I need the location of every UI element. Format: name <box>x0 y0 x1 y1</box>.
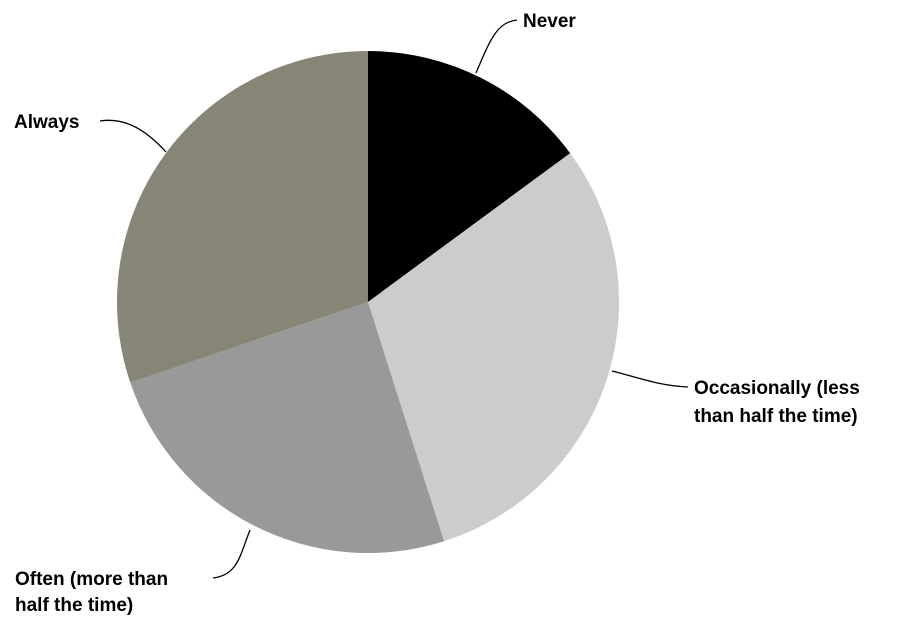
leader-line-never <box>475 19 518 74</box>
pie-slice-often <box>130 302 445 554</box>
pie-slice-occasionally <box>368 153 620 542</box>
slice-label-often-line-1: Often (more than <box>15 569 168 590</box>
pie-slices <box>117 51 620 554</box>
slice-label-always: Always <box>14 112 79 133</box>
slice-label-never: Never <box>523 11 576 32</box>
slice-label-occasionally: Occasionally (less than half the time) <box>694 378 865 427</box>
slice-label-occasionally-line-1: Occasionally (less <box>694 378 860 399</box>
leader-line-often <box>212 529 251 579</box>
pie-slice-never <box>368 51 571 302</box>
slice-label-often-line-2: half the time) <box>15 595 133 616</box>
leader-line-always <box>99 119 167 153</box>
slice-labels: Never Occasionally (less than half the t… <box>14 11 865 616</box>
slice-label-often: Often (more than half the time) <box>15 569 173 616</box>
slice-label-always-line-1: Always <box>14 112 79 133</box>
slice-label-never-line-1: Never <box>523 11 576 32</box>
leader-line-occasionally <box>611 370 689 388</box>
pie-slice-always <box>117 51 368 383</box>
leader-lines <box>99 19 689 579</box>
slice-label-occasionally-line-2: than half the time) <box>694 406 858 427</box>
